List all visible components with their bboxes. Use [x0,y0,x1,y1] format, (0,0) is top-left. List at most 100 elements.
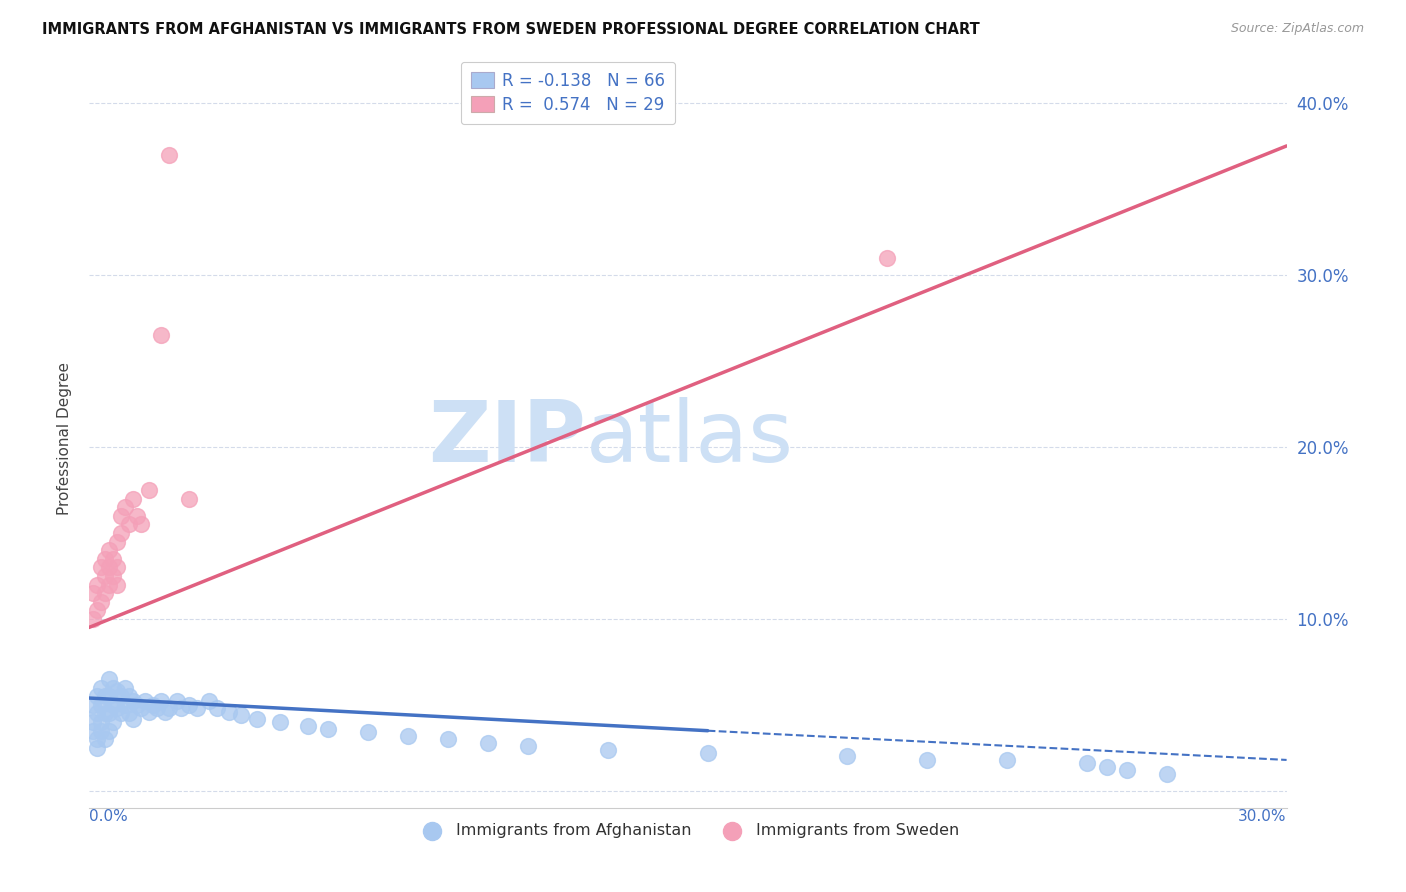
Point [94,706,117,721]
Point [477,736,499,750]
Point [101,715,124,730]
Point [90,723,112,738]
Point [86,706,108,721]
Point [86,740,108,755]
Point [138,705,160,719]
Point [97,706,120,721]
Point [837,749,859,764]
Point [118,706,141,721]
Point [145,701,167,715]
Point [177,698,200,712]
Point [94,690,117,704]
Point [1115,764,1137,778]
Point [157,147,180,161]
Point [86,732,108,747]
Point [105,701,128,715]
Point [90,560,112,574]
Point [125,698,148,712]
Point [82,715,104,730]
Point [129,517,152,532]
Text: Source: ZipAtlas.com: Source: ZipAtlas.com [1230,22,1364,36]
Point [101,569,124,583]
Text: IMMIGRANTS FROM AFGHANISTAN VS IMMIGRANTS FROM SWEDEN PROFESSIONAL DEGREE CORREL: IMMIGRANTS FROM AFGHANISTAN VS IMMIGRANT… [42,22,980,37]
Point [357,725,380,739]
Point [86,577,108,591]
Point [94,732,117,747]
Point [134,694,156,708]
Point [86,603,108,617]
Point [94,551,117,566]
Text: 30.0%: 30.0% [1239,809,1286,824]
Point [105,684,128,698]
Point [97,560,120,574]
Legend: Immigrants from Afghanistan, Immigrants from Sweden: Immigrants from Afghanistan, Immigrants … [411,817,966,845]
Point [110,525,132,540]
Point [118,690,141,704]
Point [105,560,128,574]
Point [121,712,143,726]
Point [177,491,200,506]
Point [97,723,120,738]
Point [318,722,340,736]
Point [82,586,104,600]
Point [121,491,143,506]
Point [129,701,152,715]
Point [82,612,104,626]
Point [110,706,132,721]
Point [110,690,132,704]
Point [94,586,117,600]
Text: ZIP: ZIP [429,397,586,480]
Point [90,595,112,609]
Point [82,723,104,738]
Point [197,694,219,708]
Point [1076,756,1098,771]
Text: 0.0%: 0.0% [89,809,128,824]
Point [121,694,143,708]
Point [596,742,619,756]
Point [105,577,128,591]
Point [269,715,291,730]
Point [166,694,188,708]
Point [229,708,252,723]
Point [97,672,120,686]
Point [995,753,1018,767]
Point [917,753,939,767]
Point [114,681,136,695]
Point [149,328,172,343]
Point [90,715,112,730]
Point [153,705,176,719]
Point [517,739,540,754]
Y-axis label: Professional Degree: Professional Degree [58,362,72,515]
Point [437,732,460,747]
Point [205,701,228,715]
Point [101,681,124,695]
Point [149,694,172,708]
Point [186,701,208,715]
Text: atlas: atlas [586,397,794,480]
Point [118,517,141,532]
Point [1156,766,1178,780]
Point [82,698,104,712]
Point [110,508,132,523]
Point [86,690,108,704]
Point [696,746,718,760]
Point [157,701,180,715]
Point [90,681,112,695]
Point [105,534,128,549]
Point [170,701,193,715]
Point [101,551,124,566]
Point [114,500,136,515]
Point [90,698,112,712]
Point [396,729,419,743]
Point [245,712,267,726]
Point [138,483,160,497]
Point [94,569,117,583]
Point [218,705,240,719]
Point [97,543,120,558]
Point [876,251,898,265]
Point [114,698,136,712]
Point [1095,760,1118,774]
Point [142,698,165,712]
Point [125,508,148,523]
Point [297,718,319,732]
